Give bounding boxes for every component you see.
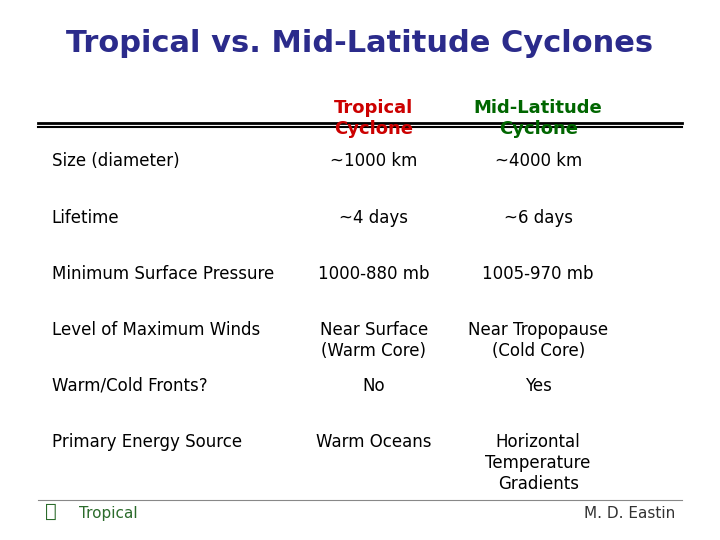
Text: Level of Maximum Winds: Level of Maximum Winds (52, 321, 260, 339)
Text: Primary Energy Source: Primary Energy Source (52, 433, 242, 451)
Text: 1005-970 mb: 1005-970 mb (482, 265, 594, 282)
Text: Near Surface
(Warm Core): Near Surface (Warm Core) (320, 321, 428, 360)
Text: ~4 days: ~4 days (339, 208, 408, 227)
Text: ~4000 km: ~4000 km (495, 152, 582, 171)
Text: Tropical: Tropical (79, 506, 138, 521)
Text: No: No (362, 377, 385, 395)
Text: ~6 days: ~6 days (504, 208, 572, 227)
Text: Yes: Yes (525, 377, 552, 395)
Text: Horizontal
Temperature
Gradients: Horizontal Temperature Gradients (485, 433, 591, 492)
Text: 🌿: 🌿 (45, 502, 56, 521)
Text: Warm Oceans: Warm Oceans (316, 433, 431, 451)
Text: M. D. Eastin: M. D. Eastin (584, 506, 675, 521)
Text: Size (diameter): Size (diameter) (52, 152, 179, 171)
Text: Minimum Surface Pressure: Minimum Surface Pressure (52, 265, 274, 282)
Text: Tropical
Cyclone: Tropical Cyclone (334, 99, 413, 138)
Text: Near Tropopause
(Cold Core): Near Tropopause (Cold Core) (468, 321, 608, 360)
Text: Lifetime: Lifetime (52, 208, 120, 227)
Text: Warm/Cold Fronts?: Warm/Cold Fronts? (52, 377, 207, 395)
Text: ~1000 km: ~1000 km (330, 152, 418, 171)
Text: 1000-880 mb: 1000-880 mb (318, 265, 429, 282)
Text: Tropical vs. Mid-Latitude Cyclones: Tropical vs. Mid-Latitude Cyclones (66, 30, 654, 58)
Text: Mid-Latitude
Cyclone: Mid-Latitude Cyclone (474, 99, 603, 138)
